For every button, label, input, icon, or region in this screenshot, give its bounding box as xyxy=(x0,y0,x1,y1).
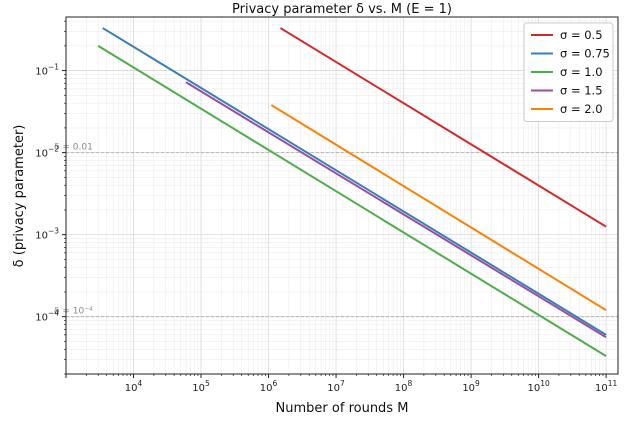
y-tick-labels: 10−4 10−3 10−2 10−1 xyxy=(35,63,59,324)
x-tick-label: 106 xyxy=(260,379,278,394)
series-line xyxy=(270,104,607,312)
y-tick-label: 10−2 xyxy=(35,145,59,160)
x-tick-label: 108 xyxy=(395,379,413,394)
y-tick-label: 10−4 xyxy=(35,309,59,324)
x-tick-labels: 104 105 106 107 108 109 1010 1011 xyxy=(125,379,618,394)
x-tick-label: 109 xyxy=(462,379,480,394)
axis-ticks xyxy=(62,20,607,378)
x-tick-label: 105 xyxy=(192,379,210,394)
x-axis-label: Number of rounds M xyxy=(276,401,409,416)
series-lines xyxy=(97,27,607,358)
reference-line-label: δ = 0.01 xyxy=(54,143,93,153)
y-tick-label: 10−3 xyxy=(35,227,59,242)
legend-entry: σ = 1.0 xyxy=(560,65,603,79)
y-axis-label: δ (privacy parameter) xyxy=(12,125,27,268)
legend: σ = 0.5 σ = 0.75 σ = 1.0 σ = 1.5 σ = 2.0 xyxy=(523,22,614,122)
series-line xyxy=(102,27,607,336)
legend-entry: σ = 2.0 xyxy=(560,102,603,116)
reference-lines: δ = 0.01 δ = 10⁻⁴ xyxy=(54,143,618,318)
legend-entry: σ = 0.5 xyxy=(560,28,603,42)
series-line xyxy=(185,81,607,339)
legend-box xyxy=(523,22,614,122)
chart-title: Privacy parameter δ vs. M (E = 1) xyxy=(232,2,452,17)
legend-entry: σ = 1.5 xyxy=(560,84,603,98)
reference-line-label: δ = 10⁻⁴ xyxy=(54,307,93,317)
x-tick-label: 104 xyxy=(125,379,143,394)
series-line xyxy=(279,27,607,228)
legend-entry: σ = 0.75 xyxy=(560,47,610,61)
x-tick-label: 1011 xyxy=(595,379,618,394)
x-tick-label: 107 xyxy=(327,379,345,394)
y-tick-label: 10−1 xyxy=(35,63,59,78)
x-tick-label: 1010 xyxy=(527,379,550,394)
series-line xyxy=(97,45,607,358)
